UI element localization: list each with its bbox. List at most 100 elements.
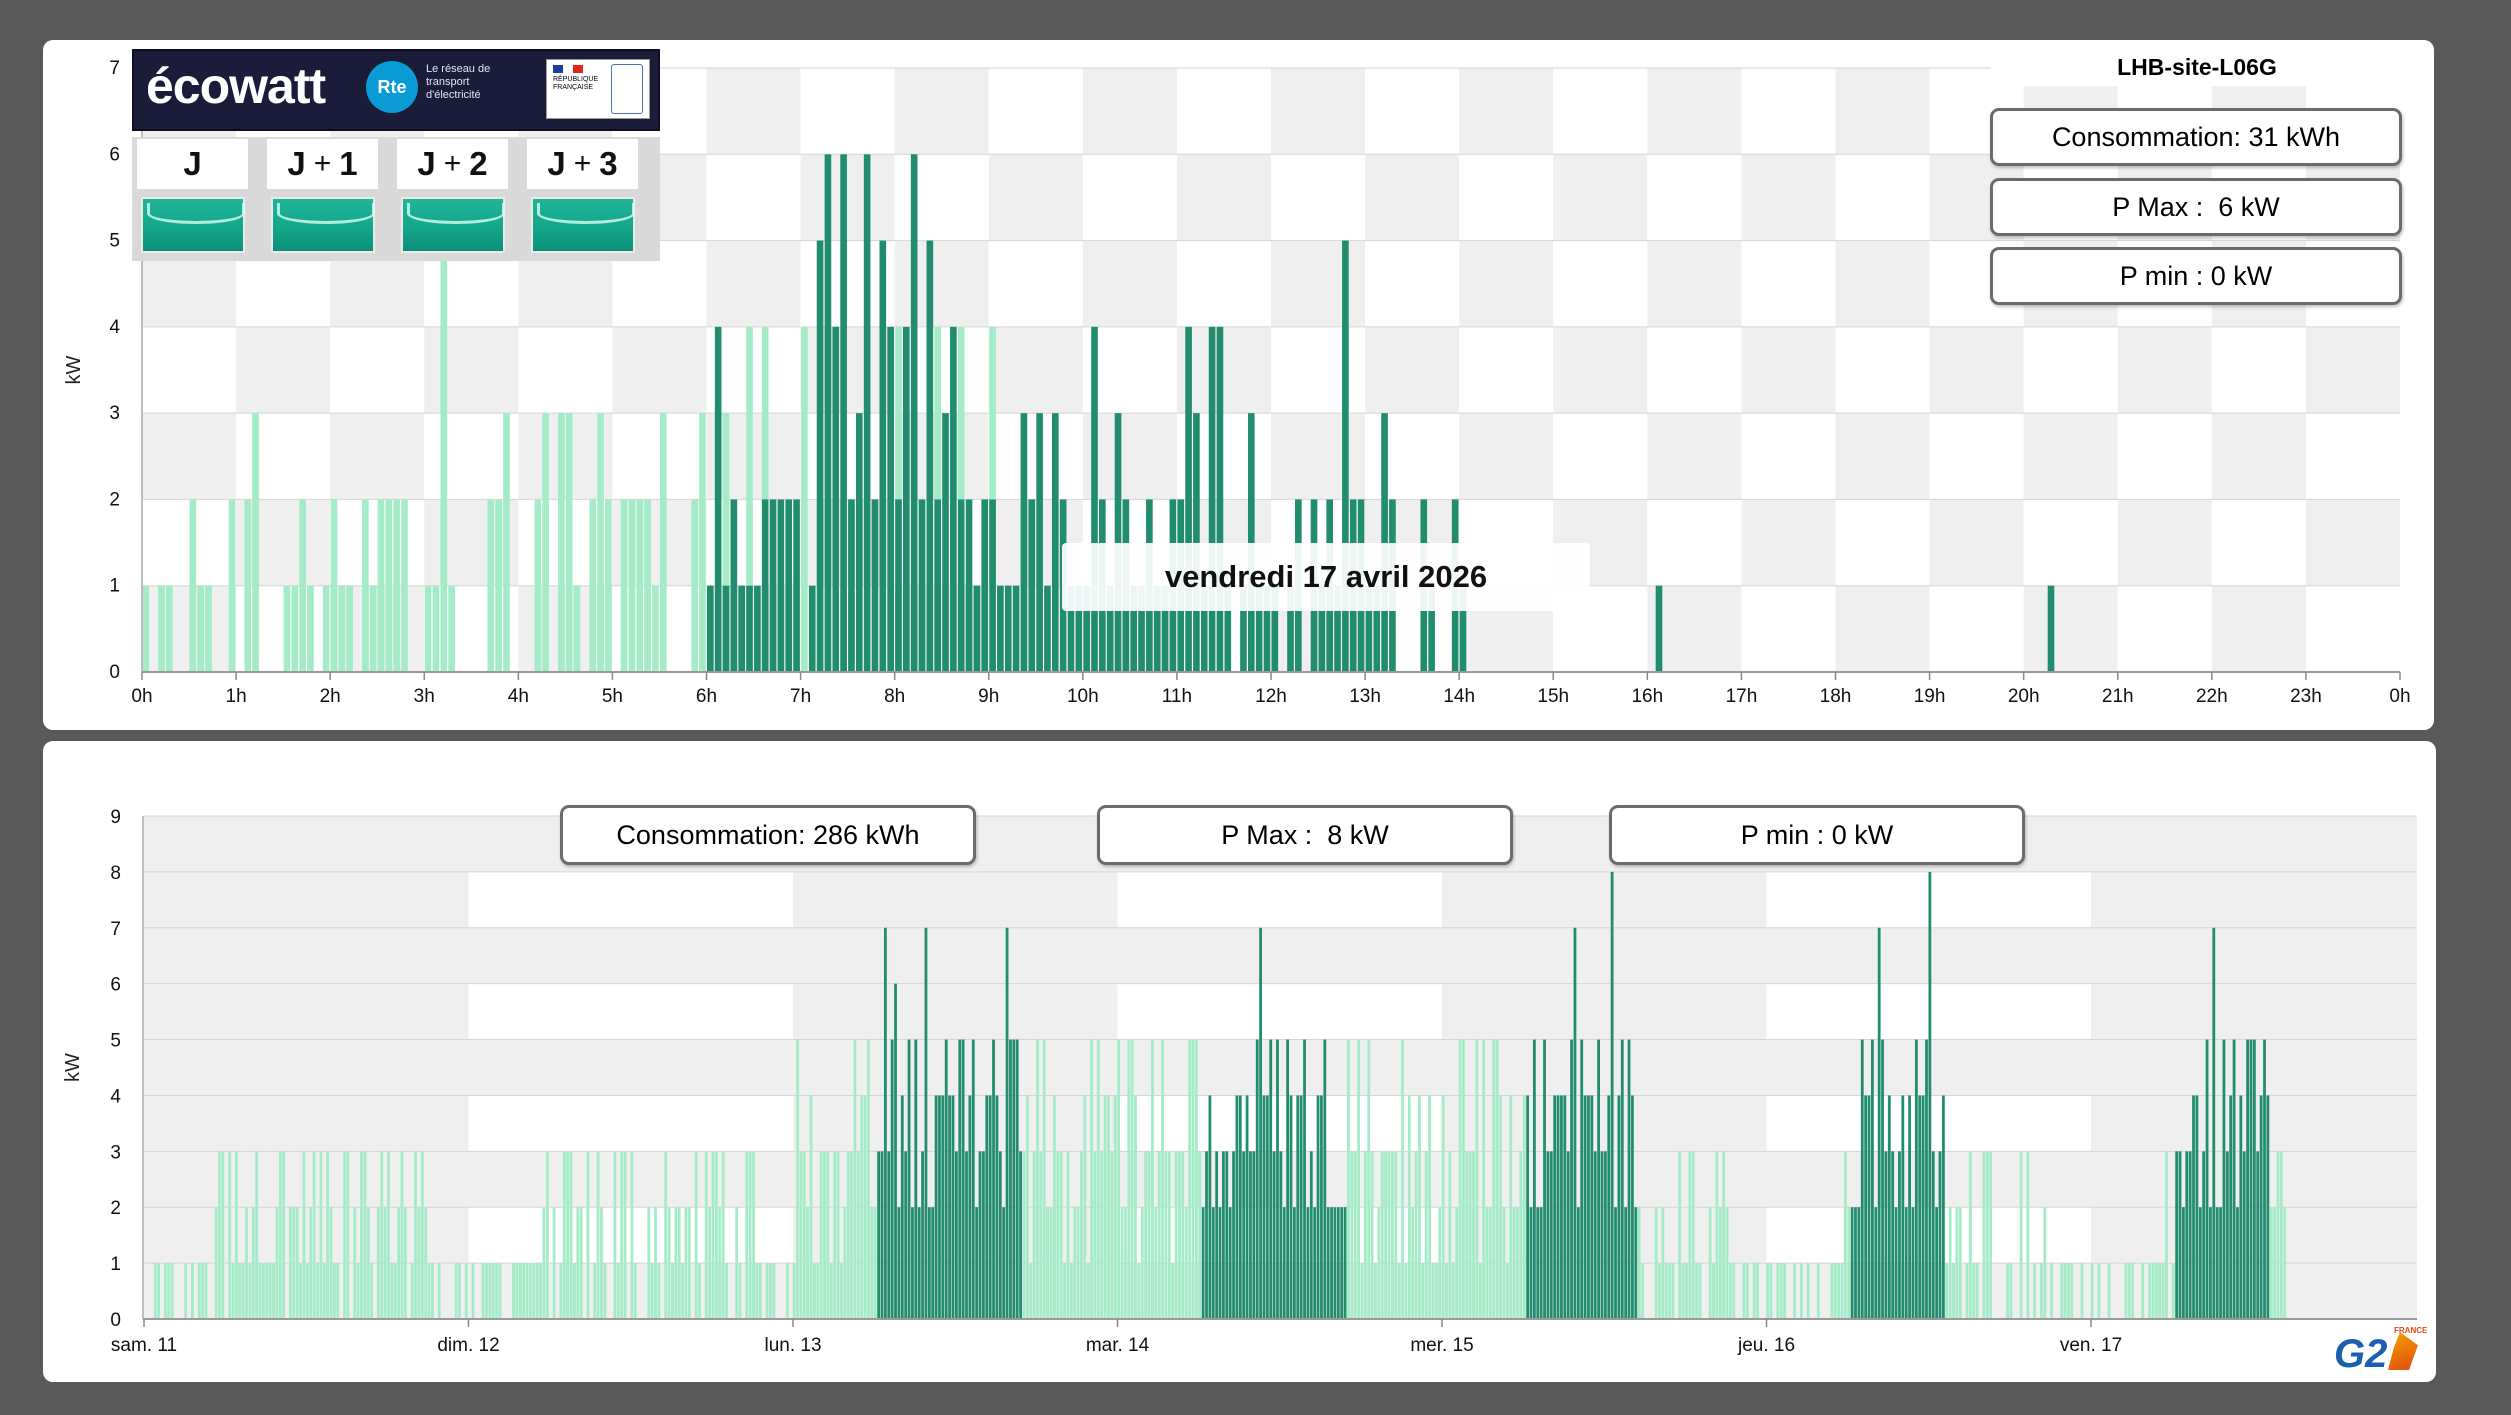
x-tick-label: sam. 11	[111, 1335, 177, 1356]
bar-off-peak	[616, 1263, 620, 1319]
ecowatt-day-0[interactable]: J	[135, 139, 250, 257]
bar-off-peak	[231, 1263, 235, 1319]
weekly-pmax-stat: P Max : 8 kW	[1097, 805, 1513, 865]
bar-peak	[1028, 499, 1036, 672]
bar-peak	[1576, 1207, 1580, 1319]
pmin-stat: P min : 0 kW	[1990, 247, 2402, 305]
bar-off-peak	[657, 1263, 661, 1319]
bar-peak	[1850, 1207, 1854, 1319]
bar-peak	[1342, 240, 1349, 673]
bar-peak	[895, 499, 902, 672]
grid-band	[2023, 499, 2118, 586]
bar-off-peak	[2107, 1263, 2111, 1319]
bar-off-peak	[1752, 1263, 1756, 1319]
bar-off-peak	[330, 499, 338, 672]
grid-band	[1176, 326, 1271, 414]
x-tick-label: 2h	[320, 686, 341, 707]
bar-off-peak	[1725, 1207, 1729, 1319]
bar-off-peak	[2033, 1263, 2037, 1319]
bar-peak	[2256, 1151, 2260, 1319]
y-tick-label: 7	[110, 919, 121, 940]
grid-band	[1553, 326, 1648, 414]
bar-peak	[1245, 1095, 1249, 1319]
bar-peak	[1580, 1039, 1584, 1319]
bar-off-peak	[390, 1263, 394, 1319]
g2-logo-text: G2	[2334, 1332, 2388, 1376]
bar-peak	[904, 1151, 908, 1319]
bar-peak	[2192, 1095, 2195, 1319]
bar-peak	[997, 585, 1004, 672]
ecowatt-day-label: J +1	[267, 139, 378, 189]
bar-off-peak	[836, 1151, 840, 1319]
bar-peak	[1272, 1151, 1276, 1319]
site-name: LHB-site-L06G	[1991, 54, 2403, 86]
bar-off-peak	[1110, 1151, 1114, 1319]
bar-off-peak	[437, 1263, 441, 1319]
bar-peak	[1918, 1095, 1922, 1319]
bar-peak	[879, 240, 887, 673]
grid-band	[236, 326, 331, 414]
bar-peak	[1185, 326, 1192, 672]
bar-off-peak	[283, 585, 291, 672]
bar-off-peak	[1080, 1151, 1083, 1319]
bar-peak	[992, 1039, 995, 1319]
bar-off-peak	[1475, 1039, 1479, 1319]
grid-band	[236, 585, 331, 672]
bar-off-peak	[796, 1039, 799, 1319]
bar-off-peak	[153, 1263, 157, 1319]
bar-off-peak	[708, 1207, 712, 1319]
bar-off-peak	[291, 585, 299, 672]
bar-off-peak	[620, 499, 628, 672]
bar-off-peak	[1985, 1151, 1989, 1319]
bar-peak	[1583, 1095, 1587, 1319]
grid-band	[800, 68, 895, 155]
bar-off-peak	[393, 1263, 397, 1319]
bar-off-peak	[414, 1151, 417, 1319]
ecowatt-day-1[interactable]: J +1	[265, 139, 380, 257]
bar-off-peak	[1370, 1151, 1374, 1319]
bar-peak	[942, 413, 949, 672]
grid-band	[330, 326, 425, 414]
bar-peak	[894, 983, 897, 1319]
bar-off-peak	[2050, 1263, 2053, 1319]
bar-off-peak	[1843, 1151, 1847, 1319]
bar-off-peak	[157, 1263, 161, 1319]
bar-off-peak	[850, 1151, 853, 1319]
bar-off-peak	[532, 1263, 536, 1319]
x-tick-label: 10h	[1067, 686, 1099, 707]
grid-band	[2023, 326, 2118, 414]
bar-peak	[1265, 1095, 1269, 1319]
bar-off-peak	[458, 1263, 461, 1319]
bar-off-peak	[1161, 1039, 1164, 1319]
bar-off-peak	[487, 499, 495, 672]
bar-peak	[1208, 326, 1216, 672]
grid-band	[1176, 68, 1271, 155]
bar-peak	[1546, 1151, 1550, 1319]
bar-off-peak	[1837, 1263, 1840, 1319]
bar-off-peak	[1404, 1263, 1408, 1319]
bar-off-peak	[366, 1207, 370, 1319]
bar-off-peak	[576, 1207, 580, 1319]
bar-peak	[1232, 1151, 1235, 1319]
bar-off-peak	[495, 499, 502, 672]
bar-peak	[944, 1039, 948, 1319]
ecowatt-day-2[interactable]: J +2	[395, 139, 510, 257]
bar-off-peak	[650, 1263, 654, 1319]
bar-peak	[1019, 1151, 1022, 1319]
bar-off-peak	[2026, 1151, 2030, 1319]
ecowatt-day-3[interactable]: J +3	[525, 139, 640, 257]
bar-off-peak	[1502, 1207, 1506, 1319]
bar-peak	[1867, 1095, 1871, 1319]
bar-off-peak	[1174, 1151, 1178, 1319]
bar-peak	[1225, 1151, 1229, 1319]
ecowatt-day-signals: J J +1 J +2 J +3	[132, 137, 660, 261]
bar-off-peak	[711, 1151, 715, 1319]
bar-off-peak	[816, 1263, 820, 1319]
bar-peak	[816, 240, 824, 673]
grid-band	[706, 68, 801, 155]
bar-off-peak	[338, 585, 346, 672]
x-tick-label: 1h	[226, 686, 247, 707]
bar-off-peak	[377, 499, 385, 672]
bar-off-peak	[870, 1207, 874, 1319]
x-tick-label: 15h	[1537, 686, 1569, 707]
